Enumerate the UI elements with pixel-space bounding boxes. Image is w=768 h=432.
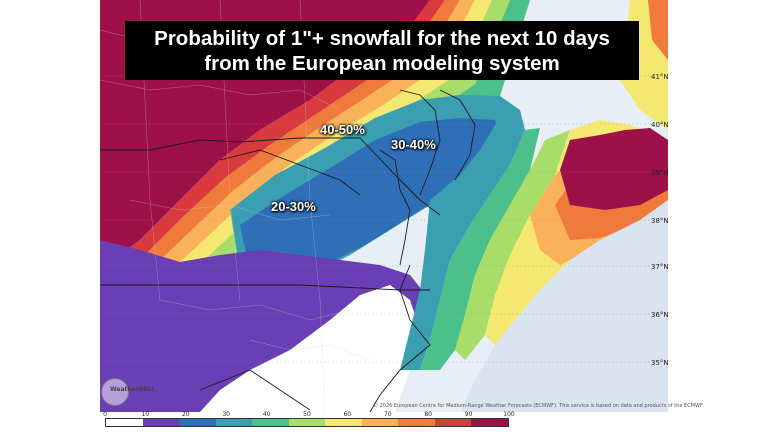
band-20 (240, 118, 500, 278)
colorbar-segment (106, 419, 143, 426)
map-title: Probability of 1"+ snowfall for the next… (125, 21, 639, 80)
lat-label-41: 41°N (651, 73, 669, 81)
colorbar-segment (325, 419, 362, 426)
colorbar-tick-label: 20 (181, 411, 190, 418)
colorbar-tick-label: 90 (464, 411, 473, 418)
colorbar-segment (179, 419, 216, 426)
lat-label-36: 36°N (651, 311, 669, 319)
colorbar-segment (471, 419, 509, 426)
colorbar-tick-label: 10 (141, 411, 150, 418)
colorbar-segment (361, 419, 399, 426)
colorbar-segment (215, 419, 253, 426)
lat-label-40: 40°N (651, 121, 669, 129)
lat-label-35: 35°N (651, 359, 669, 367)
logo-text: WeatherBELL (110, 386, 156, 393)
colorbar-tick-label: 50 (303, 411, 311, 418)
colorbar-tick-label: 30 (222, 411, 231, 418)
colorbar (105, 418, 509, 427)
colorbar-tick-label: 100 (503, 411, 515, 418)
band-0 (200, 285, 420, 412)
colorbar-segment (142, 419, 180, 426)
colorbar-segment (288, 419, 326, 426)
ocean-band-50 (455, 130, 570, 360)
lat-label-39: 39°N (651, 169, 669, 177)
title-line-2: from the European modeling system (204, 52, 560, 75)
label-40-50: 40-50% (320, 122, 365, 137)
weatherbell-logo-icon (101, 378, 129, 406)
lat-label-38: 38°N (651, 217, 669, 225)
colorbar-tick-label: 0 (103, 411, 107, 418)
state-borders (100, 89, 476, 412)
ocean-band-30 (400, 105, 525, 370)
ocean-band-100 (560, 128, 668, 210)
colorbar-segment (434, 419, 472, 426)
colorbar-tick-label: 40 (262, 411, 271, 418)
label-20-30: 20-30% (271, 199, 316, 214)
colorbar-segment (252, 419, 289, 426)
colorbar-tick-label: 80 (424, 411, 433, 418)
colorbar-tick-label: 60 (343, 411, 352, 418)
ecmwf-credit: © 2026 European Centre for Medium-Range … (373, 403, 704, 409)
band-80 (100, 0, 460, 298)
colorbar-segment (398, 419, 435, 426)
colorbar-tick-label: 70 (383, 411, 392, 418)
ocean-band-40 (420, 128, 540, 370)
lat-label-37: 37°N (651, 263, 669, 271)
ocean-band-pale (460, 200, 668, 412)
corner-band-inner (648, 0, 668, 60)
title-line-1: Probability of 1"+ snowfall for the next… (154, 27, 610, 50)
label-30-40: 30-40% (391, 137, 436, 152)
band-70 (100, 0, 475, 310)
